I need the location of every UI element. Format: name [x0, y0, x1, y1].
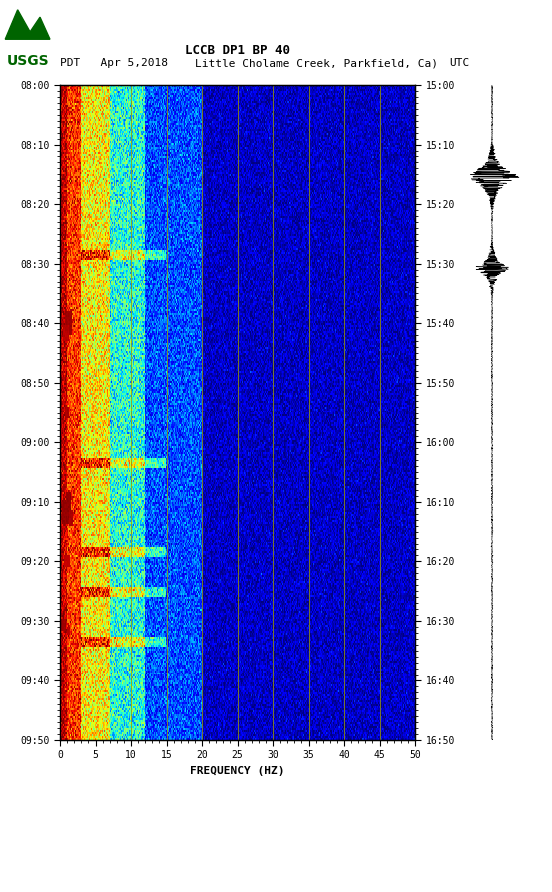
Text: PDT   Apr 5,2018: PDT Apr 5,2018 [60, 58, 168, 68]
Polygon shape [6, 10, 50, 39]
Text: Little Cholame Creek, Parkfield, Ca): Little Cholame Creek, Parkfield, Ca) [195, 58, 438, 68]
Text: USGS: USGS [6, 54, 49, 68]
X-axis label: FREQUENCY (HZ): FREQUENCY (HZ) [190, 766, 285, 776]
Text: LCCB DP1 BP 40: LCCB DP1 BP 40 [185, 44, 290, 56]
Text: UTC: UTC [449, 58, 469, 68]
